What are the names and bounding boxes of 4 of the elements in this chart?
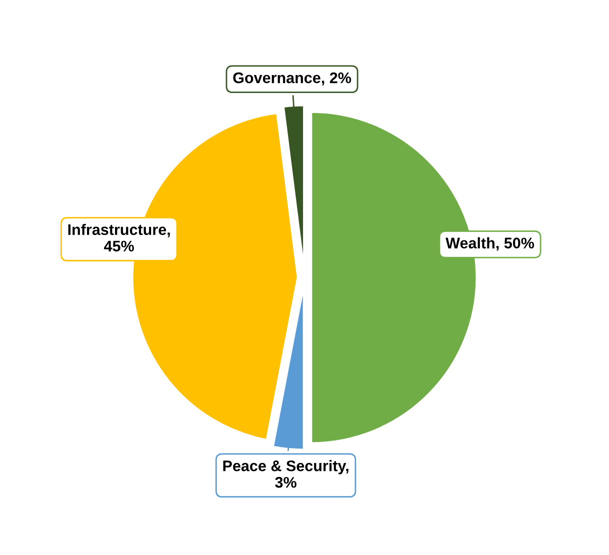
slice-label: Governance, 2% [233, 72, 352, 86]
slice-label: Wealth, 50% [446, 237, 534, 251]
slice-label: Peace & Security, 3% [223, 460, 348, 488]
slice-label: Infrastructure, 45% [68, 224, 170, 252]
